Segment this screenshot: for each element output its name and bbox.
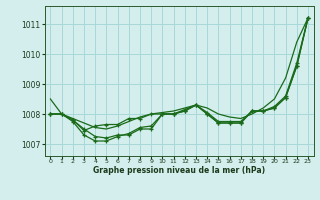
X-axis label: Graphe pression niveau de la mer (hPa): Graphe pression niveau de la mer (hPa): [93, 166, 265, 175]
